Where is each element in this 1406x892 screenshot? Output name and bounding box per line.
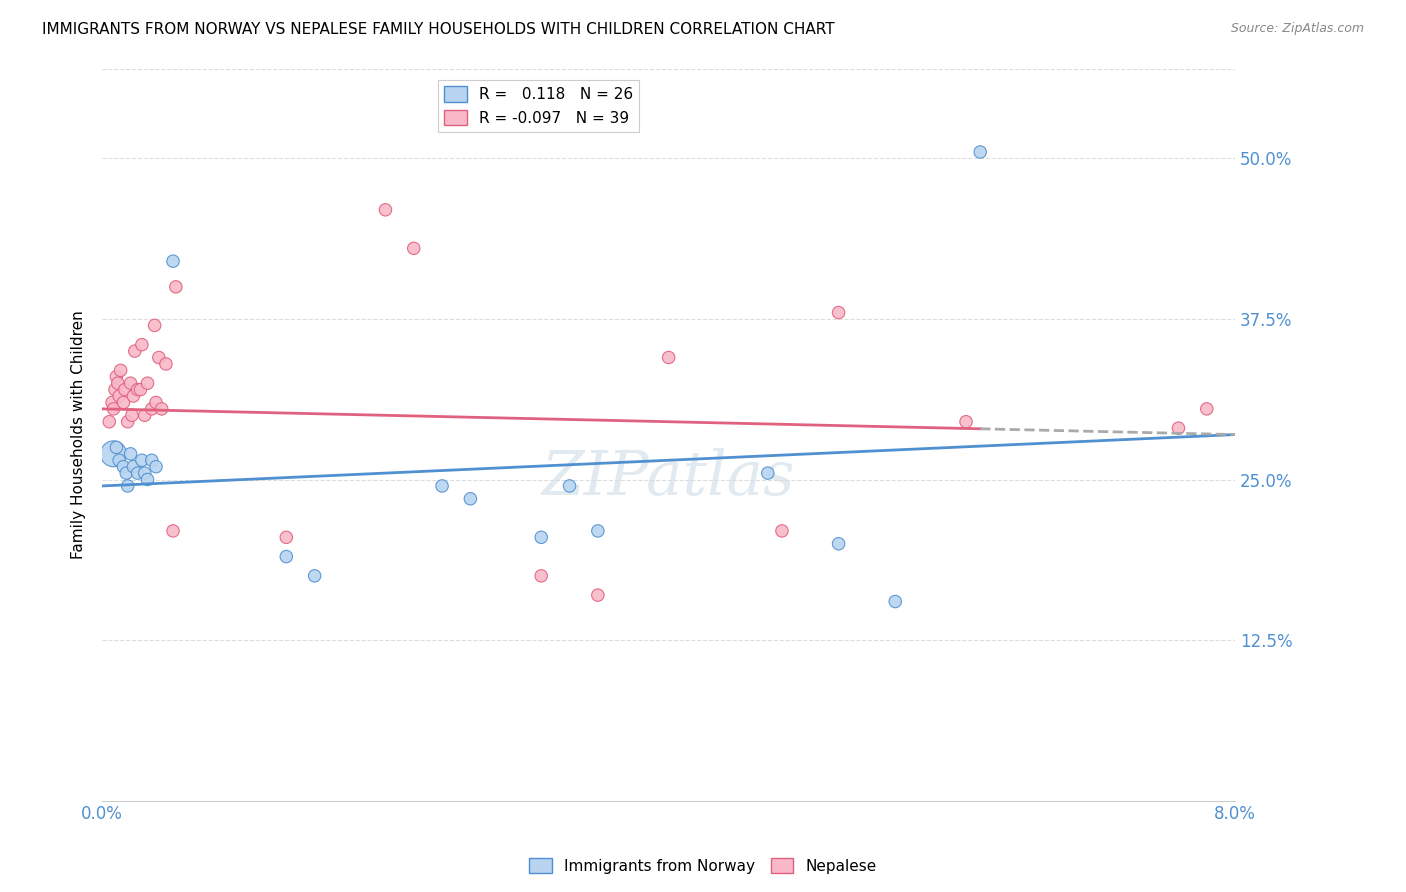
Point	[770, 524, 793, 538]
Point	[155, 357, 177, 371]
Point	[127, 466, 149, 480]
Point	[117, 415, 139, 429]
Point	[136, 376, 159, 391]
Point	[131, 453, 153, 467]
Point	[1195, 401, 1218, 416]
Point	[122, 389, 145, 403]
Point	[108, 453, 131, 467]
Point	[105, 369, 128, 384]
Point	[530, 530, 553, 544]
Text: IMMIGRANTS FROM NORWAY VS NEPALESE FAMILY HOUSEHOLDS WITH CHILDREN CORRELATION C: IMMIGRANTS FROM NORWAY VS NEPALESE FAMIL…	[42, 22, 835, 37]
Point	[145, 395, 167, 409]
Legend: Immigrants from Norway, Nepalese: Immigrants from Norway, Nepalese	[523, 852, 883, 880]
Point	[136, 473, 159, 487]
Point	[955, 415, 977, 429]
Point	[112, 395, 135, 409]
Point	[141, 453, 163, 467]
Point	[121, 409, 143, 423]
Text: ZIPatlas: ZIPatlas	[541, 449, 796, 508]
Point	[127, 383, 149, 397]
Point	[122, 459, 145, 474]
Point	[103, 447, 125, 461]
Point	[107, 376, 129, 391]
Point	[374, 202, 396, 217]
Point	[117, 479, 139, 493]
Point	[98, 415, 121, 429]
Point	[162, 254, 184, 268]
Point	[120, 376, 142, 391]
Point	[276, 530, 298, 544]
Text: Source: ZipAtlas.com: Source: ZipAtlas.com	[1230, 22, 1364, 36]
Point	[884, 594, 907, 608]
Point	[1167, 421, 1189, 435]
Point	[114, 383, 136, 397]
Point	[108, 389, 131, 403]
Point	[756, 466, 779, 480]
Point	[105, 441, 128, 455]
Point	[120, 447, 142, 461]
Point	[827, 305, 849, 319]
Point	[460, 491, 482, 506]
Point	[969, 145, 991, 159]
Point	[827, 537, 849, 551]
Point	[129, 383, 152, 397]
Point	[162, 524, 184, 538]
Point	[103, 401, 125, 416]
Y-axis label: Family Households with Children: Family Households with Children	[72, 310, 86, 559]
Point	[558, 479, 581, 493]
Point	[148, 351, 170, 365]
Point	[124, 344, 146, 359]
Point	[586, 588, 609, 602]
Point	[530, 569, 553, 583]
Point	[112, 459, 135, 474]
Point	[165, 280, 187, 294]
Point	[150, 401, 173, 416]
Point	[430, 479, 453, 493]
Point	[131, 337, 153, 351]
Point	[276, 549, 298, 564]
Legend: R =   0.118   N = 26, R = -0.097   N = 39: R = 0.118 N = 26, R = -0.097 N = 39	[437, 79, 640, 132]
Point	[134, 466, 156, 480]
Point	[110, 363, 132, 377]
Point	[104, 383, 127, 397]
Point	[101, 395, 124, 409]
Point	[304, 569, 326, 583]
Point	[141, 401, 163, 416]
Point	[145, 459, 167, 474]
Point	[586, 524, 609, 538]
Point	[134, 409, 156, 423]
Point	[143, 318, 166, 333]
Point	[658, 351, 681, 365]
Point	[402, 241, 425, 255]
Point	[115, 466, 138, 480]
